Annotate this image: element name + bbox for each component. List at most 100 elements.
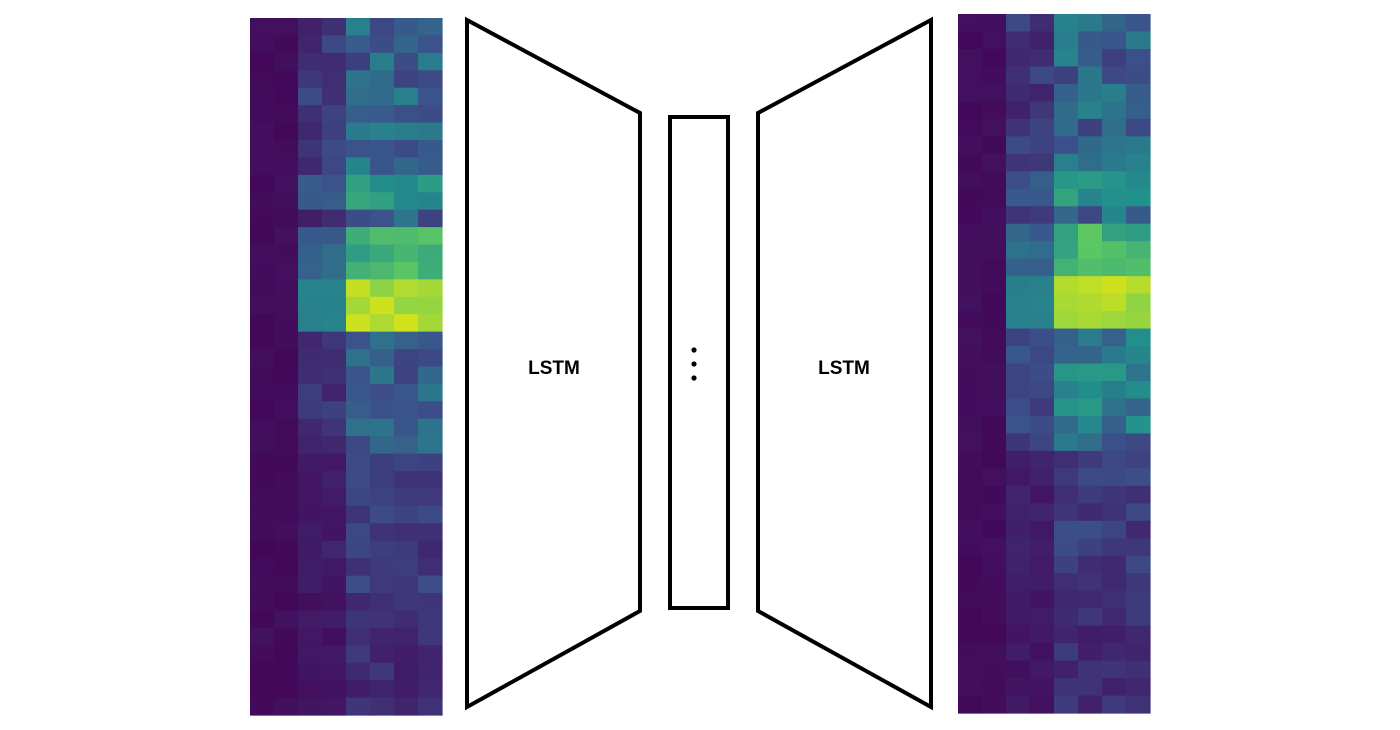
spectrogram-cell	[1078, 293, 1103, 312]
spectrogram-cell	[1030, 520, 1055, 539]
spectrogram-cell	[1006, 503, 1031, 522]
spectrogram-cell	[1030, 573, 1055, 592]
spectrogram-cell	[1078, 450, 1103, 469]
spectrogram-cell	[322, 227, 347, 246]
spectrogram-cell	[1078, 276, 1103, 295]
spectrogram-cell	[394, 18, 419, 37]
spectrogram-cell	[322, 192, 347, 211]
spectrogram-cell	[1126, 223, 1151, 242]
spectrogram-cell	[958, 555, 983, 574]
spectrogram-cell	[250, 505, 275, 524]
spectrogram-cell	[370, 105, 395, 124]
spectrogram-cell	[1054, 643, 1079, 662]
spectrogram-cell	[1006, 485, 1031, 504]
spectrogram-cell	[370, 227, 395, 246]
spectrogram-cell	[346, 70, 371, 89]
spectrogram-cell	[1054, 346, 1079, 365]
spectrogram-cell	[1054, 101, 1079, 120]
spectrogram-cell	[1006, 555, 1031, 574]
spectrogram-cell	[322, 157, 347, 176]
spectrogram-cell	[250, 192, 275, 211]
spectrogram-cell	[394, 505, 419, 524]
spectrogram-cell	[958, 153, 983, 172]
spectrogram-cell	[1030, 66, 1055, 85]
spectrogram-cell	[298, 488, 323, 507]
spectrogram-cell	[1126, 206, 1151, 225]
spectrogram-cell	[274, 331, 299, 350]
spectrogram-cell	[370, 610, 395, 629]
spectrogram-cell	[322, 331, 347, 350]
spectrogram-cell	[1078, 398, 1103, 417]
spectrogram-cell	[1054, 555, 1079, 574]
spectrogram-cell	[1078, 415, 1103, 435]
spectrogram-cell	[1126, 293, 1151, 312]
spectrogram-cell	[1054, 258, 1079, 277]
spectrogram-cell	[1006, 31, 1031, 50]
spectrogram-cell	[1126, 503, 1151, 522]
spectrogram-cell	[982, 258, 1007, 277]
spectrogram-cell	[1030, 276, 1055, 295]
spectrogram-cell	[298, 157, 323, 176]
spectrogram-cell	[418, 192, 443, 211]
spectrogram-cell	[274, 505, 299, 524]
spectrogram-cell	[1006, 153, 1031, 172]
spectrogram-cell	[322, 261, 347, 280]
spectrogram-cell	[394, 575, 419, 594]
spectrogram-cell	[1078, 433, 1103, 452]
spectrogram-cell	[1006, 590, 1031, 609]
spectrogram-cell	[1078, 608, 1103, 627]
spectrogram-cell	[1030, 293, 1055, 312]
spectrogram-cell	[982, 590, 1007, 609]
spectrogram-cell	[1006, 433, 1031, 452]
spectrogram-cell	[1102, 520, 1127, 539]
spectrogram-cell	[298, 662, 323, 681]
spectrogram-cell	[1006, 101, 1031, 120]
spectrogram-cell	[1054, 31, 1079, 50]
spectrogram-cell	[274, 540, 299, 559]
spectrogram-cell	[298, 35, 323, 54]
spectrogram-cell	[274, 349, 299, 368]
spectrogram-cell	[250, 697, 275, 716]
spectrogram-cell	[370, 70, 395, 89]
spectrogram-cell	[346, 244, 371, 263]
spectrogram-cell	[346, 436, 371, 455]
spectrogram-cell	[1054, 48, 1079, 68]
spectrogram-cell	[1102, 555, 1127, 574]
spectrogram-cell	[1030, 660, 1055, 679]
spectrogram-cell	[298, 575, 323, 594]
spectrogram-cell	[346, 558, 371, 577]
spectrogram-cell	[1102, 468, 1127, 487]
spectrogram-cell	[370, 174, 395, 193]
spectrogram-cell	[274, 453, 299, 472]
spectrogram-cell	[1054, 503, 1079, 522]
spectrogram-cell	[1054, 188, 1079, 207]
spectrogram-cell	[370, 453, 395, 472]
spectrogram-cell	[370, 680, 395, 699]
spectrogram-cell	[1006, 380, 1031, 400]
spectrogram-cell	[418, 296, 443, 315]
spectrogram-cell	[418, 279, 443, 298]
spectrogram-cell	[982, 241, 1007, 260]
spectrogram-cell	[322, 139, 347, 159]
spectrogram-cell	[298, 680, 323, 699]
spectrogram-cell	[1030, 101, 1055, 120]
spectrogram-cell	[1102, 695, 1127, 714]
spectrogram-cell	[274, 401, 299, 420]
spectrogram-cell	[1078, 118, 1103, 137]
spectrogram-cell	[322, 558, 347, 577]
spectrogram-cell	[394, 540, 419, 559]
spectrogram-cell	[1102, 136, 1127, 155]
spectrogram-cell	[1054, 433, 1079, 452]
spectrogram-cell	[370, 349, 395, 368]
spectrogram-cell	[1126, 643, 1151, 662]
spectrogram-cell	[1102, 625, 1127, 644]
spectrogram-cell	[394, 174, 419, 193]
spectrogram-cell	[1102, 31, 1127, 50]
spectrogram-cell	[370, 52, 395, 71]
spectrogram-cell	[370, 401, 395, 420]
spectrogram-cell	[394, 122, 419, 141]
spectrogram-cell	[274, 296, 299, 315]
spectrogram-cell	[346, 523, 371, 542]
spectrogram-cell	[982, 678, 1007, 697]
spectrogram-cell	[298, 383, 323, 402]
